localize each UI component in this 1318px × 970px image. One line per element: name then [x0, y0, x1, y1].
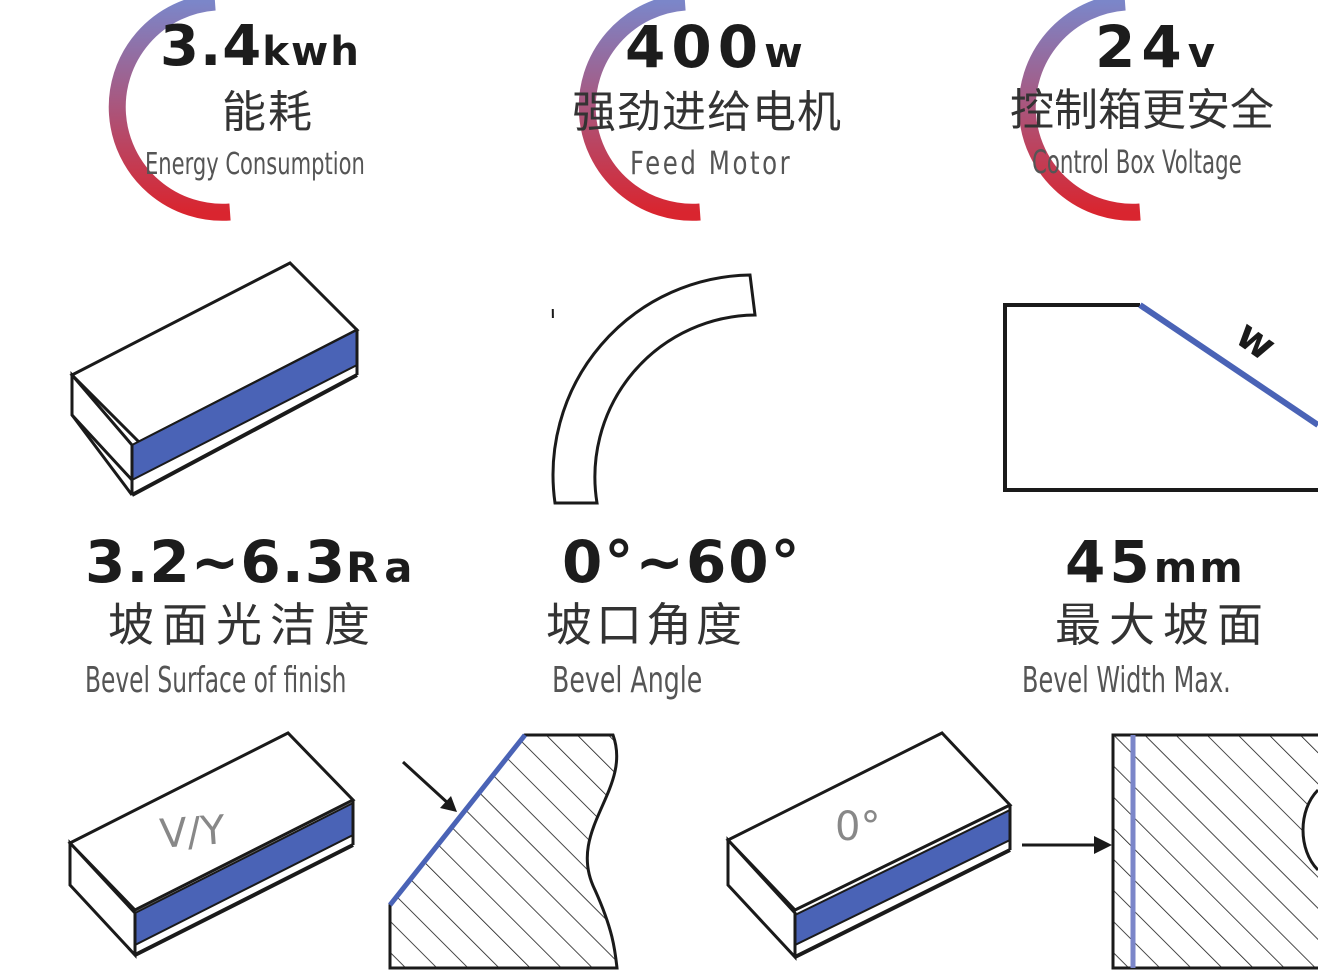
- width-value: 45mm: [1065, 528, 1245, 596]
- arrow-right-icon: [1022, 836, 1112, 854]
- width-label: w: [1227, 311, 1284, 370]
- gauge-arc-icon: [578, 0, 701, 221]
- zero-degree-block-icon: 0°: [725, 731, 1013, 961]
- width-label-cn: 最大坡面: [1055, 598, 1271, 652]
- gauge-motor: [520, 0, 780, 221]
- motor-label-cn: 强劲进给电机: [572, 87, 842, 138]
- gauge-energy: [50, 0, 310, 221]
- energy-label-cn: 能耗: [222, 87, 314, 138]
- voltage-label-en: Control Box Voltage: [1032, 143, 1242, 181]
- voltage-value: 24v: [1095, 13, 1217, 81]
- vy-label: V/Y: [158, 807, 227, 857]
- energy-value: 3.4kwh: [160, 14, 361, 79]
- bevel-width-icon: w: [1003, 302, 1318, 492]
- finish-label-cn: 坡面光洁度: [108, 598, 378, 652]
- angle-label-en: Bevel Angle: [552, 660, 703, 701]
- straight-section-icon: [1111, 733, 1318, 970]
- finish-value: 3.2~6.3Ra: [85, 528, 419, 596]
- motor-label-en: Feed Motor: [630, 144, 793, 182]
- gauge-arc-icon: [1018, 0, 1141, 221]
- voltage-label-cn: 控制箱更安全: [1010, 85, 1274, 136]
- finish-label-en: Bevel Surface of finish: [85, 660, 347, 701]
- bevel-surface-block-icon: [69, 261, 360, 497]
- angle-label-cn: 坡口角度: [546, 598, 746, 652]
- zero-label: 0°: [835, 804, 880, 850]
- motor-value: 400w: [625, 13, 805, 81]
- energy-label-en: Energy Consumption: [145, 147, 365, 182]
- gauge-arc-icon: [108, 0, 231, 221]
- width-label-en: Bevel Width Max.: [1022, 660, 1231, 701]
- angle-value: 0°~60°: [562, 528, 802, 596]
- vy-block-icon: V/Y: [67, 731, 356, 959]
- bevel-section-icon: [388, 733, 619, 970]
- gauge-voltage: [960, 0, 1220, 221]
- protractor-icon: [551, 273, 757, 505]
